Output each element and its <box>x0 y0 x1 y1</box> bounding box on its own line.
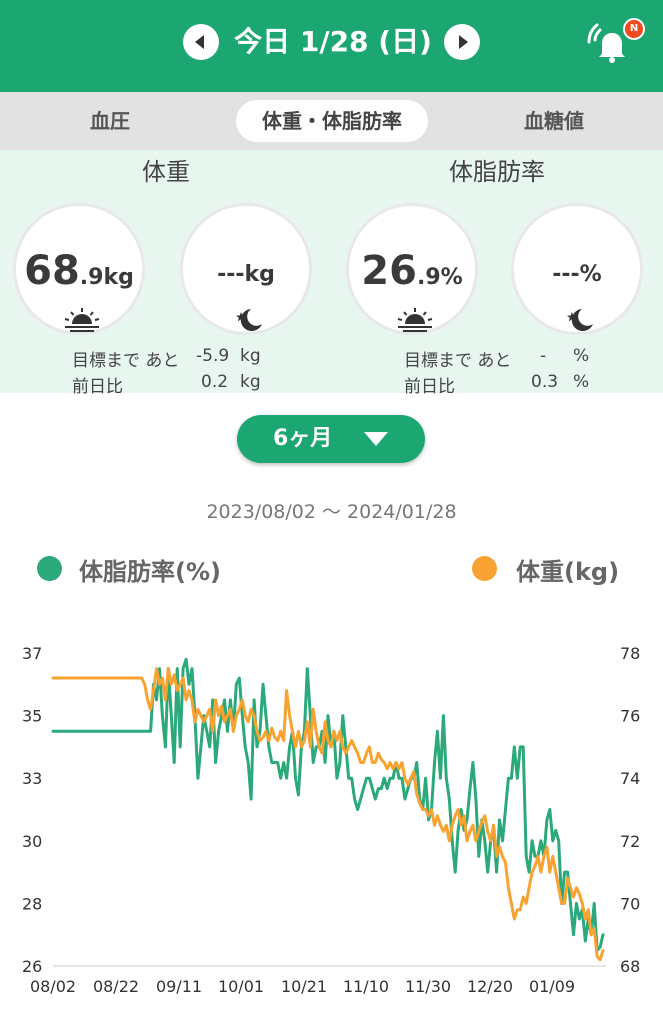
x-tick-label: 08/02 <box>30 977 76 996</box>
y-left-tick-label: 30 <box>22 832 42 851</box>
weight-goal-unit: kg <box>240 346 261 366</box>
y-left-tick-label: 37 <box>22 644 42 663</box>
next-day-button[interactable] <box>444 24 480 60</box>
date-title: 今日 1/28 (日) <box>234 25 432 58</box>
legend-weight-label: 体重(kg) <box>516 558 620 586</box>
y-left-tick-label: 33 <box>22 769 42 788</box>
tab-bar: 血圧 体重・体脂肪率 血糖値 <box>0 92 663 150</box>
weight-evening-value: ---kg <box>217 262 275 287</box>
bodyfat-diff-unit: % <box>573 372 590 392</box>
legend-bodyfat-dot <box>37 556 62 581</box>
weight-bodyfat-chart: 37 35 33 30 28 26 78 76 74 72 70 68 08/02 08/22 09/11 1… <box>22 644 640 996</box>
notification-bell-button[interactable] <box>585 18 635 68</box>
weight-goal-value: -5.9 <box>196 346 230 366</box>
sunrise-icon <box>64 308 100 332</box>
weight-morning-circle[interactable]: 68.9kg <box>13 203 145 335</box>
weight-series-line <box>51 667 605 962</box>
bell-icon <box>587 23 625 63</box>
legend-weight-dot <box>472 556 497 581</box>
chevron-right-icon <box>459 35 468 49</box>
legend-bodyfat-label: 体脂肪率(%) <box>79 558 221 586</box>
x-tick-label: 12/20 <box>467 977 513 996</box>
x-tick-label: 10/01 <box>218 977 264 996</box>
y-left-tick-label: 28 <box>22 894 42 913</box>
moon-star-icon <box>567 309 593 331</box>
y-right-tick-label: 74 <box>620 769 640 788</box>
y-right-tick-label: 76 <box>620 707 640 726</box>
tab-blood-pressure[interactable]: 血圧 <box>90 109 130 133</box>
y-right-tick-label: 68 <box>620 957 640 976</box>
y-left-tick-label: 35 <box>22 707 42 726</box>
bodyfat-evening-value: ---% <box>552 262 602 287</box>
date-range: 2023/08/02 〜 2024/01/28 <box>206 501 457 523</box>
sunrise-icon <box>397 308 433 332</box>
bodyfat-goal-value: - <box>540 346 547 366</box>
y-right-tick-label: 78 <box>620 644 640 663</box>
tab-blood-sugar[interactable]: 血糖値 <box>524 109 584 133</box>
bodyfat-evening-circle[interactable]: ---% <box>511 203 643 335</box>
bodyfat-diff-value: 0.3 <box>531 372 559 392</box>
weight-evening-circle[interactable]: ---kg <box>180 203 312 335</box>
x-tick-label: 01/09 <box>529 977 575 996</box>
weight-morning-value: 68.9kg <box>24 248 134 294</box>
x-tick-label: 11/30 <box>405 977 451 996</box>
y-left-tick-label: 26 <box>22 957 42 976</box>
period-label: 6ヶ月 <box>273 426 333 451</box>
tab-weight-bodyfat[interactable]: 体重・体脂肪率 <box>236 100 428 142</box>
weight-section-title: 体重 <box>142 158 190 186</box>
app-header: 今日 1/28 (日) N <box>0 0 663 92</box>
weight-diff-unit: kg <box>240 372 261 392</box>
weight-diff-value: 0.2 <box>201 372 229 392</box>
x-tick-label: 10/21 <box>281 977 327 996</box>
x-tick-label: 09/11 <box>156 977 202 996</box>
bodyfat-section-title: 体脂肪率 <box>449 158 545 186</box>
y-right-tick-label: 70 <box>620 894 640 913</box>
bodyfat-series-line <box>51 657 605 952</box>
notification-badge: N <box>623 18 645 40</box>
bodyfat-morning-value: 26.9% <box>361 248 463 294</box>
period-dropdown[interactable]: 6ヶ月 <box>237 415 425 463</box>
triangle-down-icon <box>364 432 388 446</box>
bodyfat-morning-circle[interactable]: 26.9% <box>346 203 478 335</box>
chevron-left-icon <box>195 35 204 49</box>
x-tick-label: 11/10 <box>343 977 389 996</box>
prev-day-button[interactable] <box>183 24 219 60</box>
y-right-tick-label: 72 <box>620 832 640 851</box>
bodyfat-goal-label: 目標まで あと <box>404 351 512 371</box>
weight-diff-label: 前日比 <box>72 377 123 397</box>
x-tick-label: 08/22 <box>93 977 139 996</box>
bodyfat-goal-unit: % <box>573 346 590 366</box>
moon-star-icon <box>236 309 262 331</box>
bodyfat-diff-label: 前日比 <box>404 377 455 397</box>
weight-goal-label: 目標まで あと <box>72 351 180 371</box>
